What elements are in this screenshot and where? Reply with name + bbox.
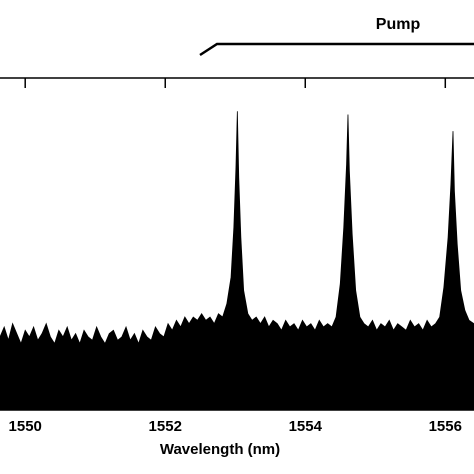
annotation: Pump [376, 16, 421, 33]
x-tick-label: 1554 [289, 418, 323, 435]
x-tick-label: 1552 [149, 418, 182, 435]
x-tick-label: 1556 [429, 418, 462, 435]
pump-bracket [199, 42, 474, 57]
x-axis-label: Wavelength (nm) [160, 441, 280, 458]
x-tick-label: 1550 [9, 418, 42, 435]
spectrum [0, 111, 474, 411]
